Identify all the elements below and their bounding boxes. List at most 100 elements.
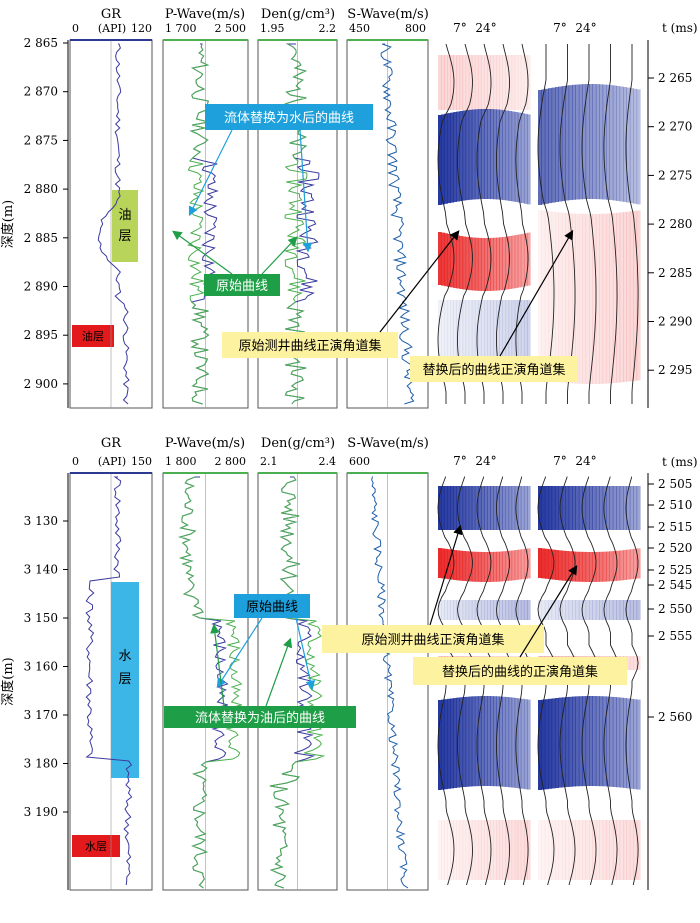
panel-2-gather-replaced-band bbox=[592, 600, 597, 620]
panel-2-gather-original-band bbox=[526, 600, 531, 620]
panel-1-gather-original-band bbox=[517, 300, 522, 380]
panel-2-gather-replaced-band bbox=[612, 697, 617, 787]
panel-1-gr-unit: (API) bbox=[98, 22, 126, 35]
panel-1-gather-original-band bbox=[471, 300, 476, 380]
panel-1-callout-orig-gather-box bbox=[222, 332, 398, 358]
panel-1-gather-replaced-band bbox=[544, 88, 549, 204]
panel-2-callout-original-text: 原始曲线 bbox=[246, 600, 298, 615]
panel-2-gather-original-band bbox=[526, 486, 531, 530]
panel-1-s-max: 800 bbox=[405, 22, 426, 35]
panel-2-time-axis-label: t (ms) bbox=[662, 455, 698, 469]
panel-1-gather-replaced-band bbox=[589, 84, 593, 199]
panel-2-gr-max: 150 bbox=[131, 455, 152, 468]
panel-1-gather-original-band bbox=[502, 55, 507, 110]
panel-2-gather-replaced-band bbox=[602, 600, 607, 620]
panel-1-time-tick-label: 2 280 bbox=[658, 217, 692, 231]
panel-2-gather-original-band bbox=[468, 820, 473, 880]
panel-2-gather-replaced-band bbox=[572, 600, 576, 620]
panel-1-p-title: P-Wave(m/s) bbox=[165, 7, 245, 22]
panel-2-gather-replaced-band bbox=[633, 600, 638, 620]
panel-1-gather-original-band bbox=[453, 300, 457, 380]
panel-1-gather-replaced-band bbox=[619, 212, 624, 383]
panel-2-callout-orig-gather-box bbox=[322, 625, 544, 653]
panel-2-gather-replaced-band bbox=[616, 486, 621, 530]
panel-2-time-tick-label: 2 560 bbox=[658, 710, 692, 724]
panel-2-gather-replaced-band bbox=[592, 820, 597, 880]
panel-2-gather-original-band bbox=[520, 698, 525, 789]
panel-1-gr-title: GR bbox=[101, 7, 122, 22]
panel-1-gather-original-band bbox=[456, 111, 461, 202]
panel-2-gather-original-band bbox=[456, 697, 461, 788]
panel-2-gather-original-band bbox=[496, 820, 500, 880]
panel-1-zone-label-2: 层 bbox=[118, 229, 131, 244]
panel-2-gather-replaced-band bbox=[636, 600, 641, 620]
panel-2-den-max: 2.4 bbox=[319, 455, 337, 468]
panel-1-gather-original-band bbox=[499, 109, 503, 200]
panel-2-gather-replaced-band bbox=[548, 698, 553, 789]
panel-1-gather-original-band bbox=[462, 55, 467, 110]
panel-2-gather-original-band bbox=[468, 696, 473, 787]
panel-2-gather-replaced-band bbox=[599, 696, 604, 787]
gather-backgrounds bbox=[72, 55, 641, 880]
panel-2-gather-original-band bbox=[459, 550, 464, 581]
panel-1-gather-original-band bbox=[444, 233, 448, 287]
panel-1-gather-replaced-band bbox=[633, 88, 638, 204]
panel-2-depth-axis-label: 深度(m) bbox=[0, 657, 16, 705]
panel-1-depth-tick-label: 2 890 bbox=[24, 280, 58, 294]
panel-2-gather-original-band bbox=[487, 696, 491, 786]
panel-2-gather-original-band bbox=[465, 551, 470, 582]
panel-1-gather-replaced-band bbox=[606, 213, 610, 384]
panel-2-p-max: 2 800 bbox=[215, 455, 247, 468]
panel-2-gather-replaced-band bbox=[619, 486, 624, 530]
panel-1-gather-original-band bbox=[520, 55, 525, 110]
panel-2-gather-original-band bbox=[465, 486, 470, 530]
panel-2-gather-replaced-band bbox=[629, 549, 634, 580]
panel-2-gather-replaced-band bbox=[572, 486, 576, 530]
panel-1-p-min: 1 700 bbox=[165, 22, 197, 35]
panel-2-gather-original-band bbox=[462, 600, 467, 620]
panel-2-s-min: 600 bbox=[349, 455, 370, 468]
panel-2-depth-tick-label: 3 190 bbox=[24, 805, 58, 819]
panel-2-gather-original-band bbox=[508, 486, 513, 530]
panel-2-gather-replaced-band bbox=[572, 696, 576, 787]
panel-2-gather-replaced-band bbox=[568, 696, 573, 787]
panel-2-time-tick-label: 2 545 bbox=[658, 578, 692, 592]
panel-2-gather-replaced-band bbox=[551, 486, 556, 530]
panel-1-legend-label: 油层 bbox=[82, 329, 104, 343]
panel-1-gr-min: 0 bbox=[72, 22, 79, 35]
panel-2-gather-original-band bbox=[511, 697, 516, 788]
panel-2-gather-replaced-band bbox=[619, 550, 624, 581]
panel-2-gather-original-band bbox=[490, 820, 494, 880]
panel-2-gather-replaced-band bbox=[561, 486, 566, 530]
panel-2-gather-original-band bbox=[444, 548, 448, 579]
panel-1-depth-axis-label: 深度(m) bbox=[0, 200, 16, 248]
panel-2-gather-replaced-band bbox=[544, 699, 549, 790]
panel-2-gather-replaced-band bbox=[568, 600, 573, 620]
panel-2-gather-original-band bbox=[447, 600, 451, 620]
panel-2-gather-original-band bbox=[441, 699, 445, 790]
panel-1-gather-replaced-band bbox=[575, 84, 580, 200]
panel-2-gather-replaced-band bbox=[633, 699, 638, 790]
panel-1-gather-original-band bbox=[496, 55, 500, 110]
panel-2-gather-replaced-band bbox=[623, 698, 627, 788]
panel-2-gather-replaced-band bbox=[626, 656, 631, 670]
panel-1-gather-original-trace bbox=[457, 43, 473, 404]
panel-1-gather-replaced-band bbox=[595, 84, 600, 200]
panel-1-gather-original-band bbox=[477, 300, 482, 380]
panel-2-gather-original-band bbox=[453, 550, 457, 580]
panel-2-gather-original-band bbox=[438, 548, 442, 578]
panel-1-gather-original-band bbox=[523, 55, 528, 110]
panel-2-gather-replaced-band bbox=[541, 600, 546, 620]
panel-2-gather-replaced-band bbox=[551, 600, 556, 620]
panel-2-gather-replaced-band bbox=[558, 820, 563, 880]
panel-1-s-title: S-Wave(m/s) bbox=[347, 7, 429, 22]
panel-2-gather-replaced-band bbox=[626, 698, 631, 789]
panel-2-gather-replaced-band bbox=[623, 820, 627, 880]
panel-2-gather-replaced-band bbox=[592, 696, 597, 786]
panel-2-gather-replaced-band bbox=[551, 698, 556, 789]
panel-1-oil-zone bbox=[112, 190, 138, 262]
panel-2-depth-tick-label: 3 140 bbox=[24, 563, 58, 577]
panel-1-gather-replaced-band bbox=[582, 213, 587, 384]
panel-1-gather-replaced-band bbox=[599, 84, 604, 200]
panel-2-gather-replaced-band bbox=[616, 600, 621, 620]
